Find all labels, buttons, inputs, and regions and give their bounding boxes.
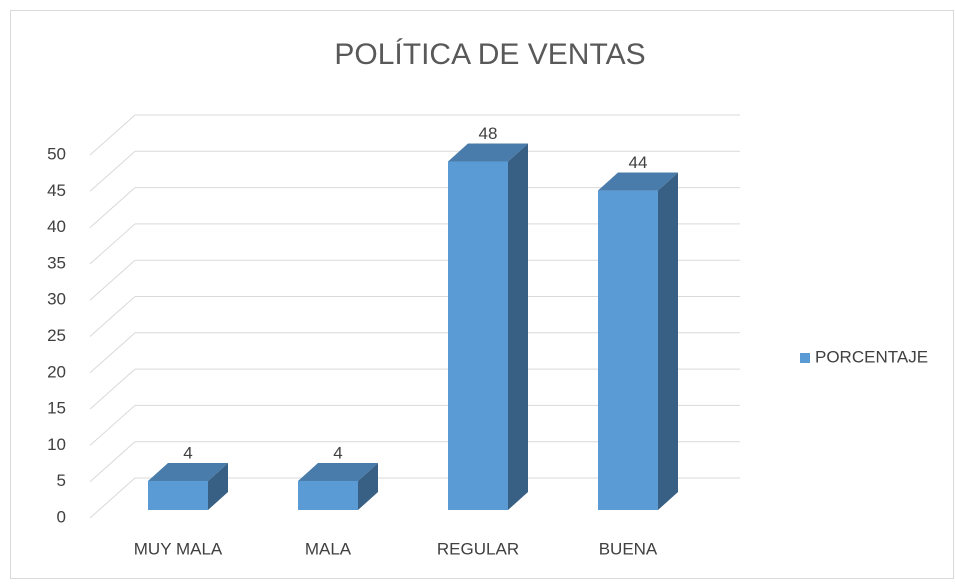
- grid-line: [89, 477, 136, 519]
- data-label: 44: [629, 153, 648, 172]
- y-tick-label: 50: [47, 144, 66, 163]
- x-tick-label: MALA: [305, 539, 352, 558]
- bar-side: [508, 143, 528, 510]
- bar-top: [148, 462, 228, 481]
- grid-line: [89, 441, 136, 483]
- x-tick-label: REGULAR: [437, 539, 519, 558]
- grid-line: [89, 332, 136, 374]
- bar: [298, 480, 358, 510]
- grid-line: [89, 223, 136, 265]
- y-tick-label: 5: [57, 471, 66, 490]
- y-tick-label: 0: [57, 507, 66, 526]
- x-tick-label: MUY MALA: [134, 539, 223, 558]
- bar-top: [448, 143, 528, 162]
- y-tick-label: 45: [47, 181, 66, 200]
- bar-top: [298, 462, 378, 481]
- legend-swatch: [800, 353, 810, 363]
- bar-side: [658, 172, 678, 510]
- data-label: 4: [183, 443, 192, 462]
- y-tick-label: 25: [47, 326, 66, 345]
- bar: [598, 190, 658, 510]
- grid-line: [89, 187, 136, 228]
- bar: [148, 480, 208, 510]
- data-label: 48: [479, 124, 498, 143]
- y-tick-label: 10: [47, 435, 66, 454]
- legend-label: PORCENTAJE: [815, 347, 928, 366]
- y-tick-label: 20: [47, 362, 66, 381]
- bar-side: [358, 462, 378, 510]
- x-tick-label: BUENA: [599, 539, 658, 558]
- y-tick-label: 15: [47, 399, 66, 418]
- bar: [448, 161, 508, 510]
- data-label: 4: [333, 443, 342, 462]
- grid-line: [89, 259, 136, 301]
- bar-top: [598, 172, 678, 191]
- y-tick-label: 35: [47, 253, 66, 272]
- grid-line: [89, 150, 136, 192]
- grid-line: [89, 368, 136, 410]
- bar-side: [208, 462, 228, 510]
- grid-line: [89, 405, 136, 446]
- y-tick-label: 30: [47, 290, 66, 309]
- grid-line: [89, 114, 136, 156]
- chart-title: POLÍTICA DE VENTAS: [334, 38, 645, 71]
- grid-line: [89, 296, 136, 337]
- y-tick-label: 40: [47, 217, 66, 236]
